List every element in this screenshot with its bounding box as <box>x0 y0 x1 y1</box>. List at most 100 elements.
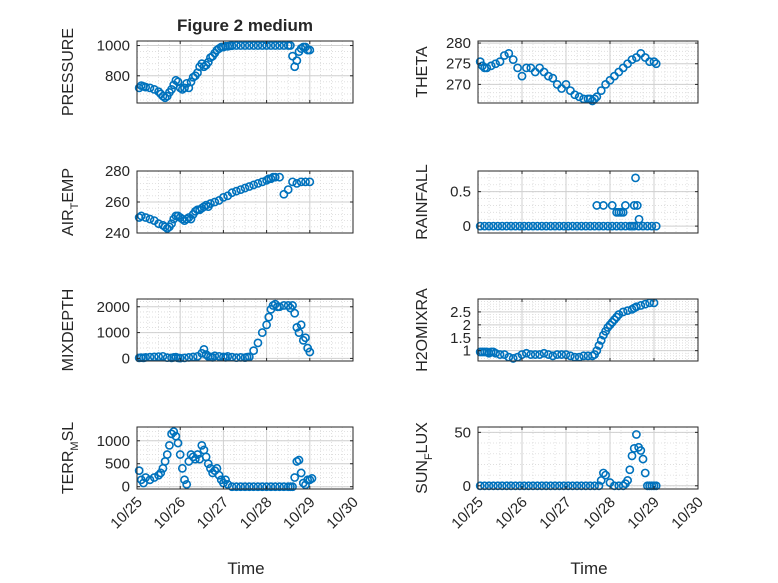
y-axis-label-subscript: F <box>423 453 435 460</box>
data-point <box>193 450 202 459</box>
data-point <box>638 221 648 231</box>
data-point <box>296 468 306 478</box>
data-point <box>528 221 538 231</box>
y-tick-label: 240 <box>105 225 130 242</box>
data-point <box>141 213 151 222</box>
data-point <box>203 57 213 67</box>
data-point <box>557 350 566 359</box>
data-point <box>526 350 536 359</box>
data-point <box>482 63 492 73</box>
data-point <box>167 429 176 439</box>
y-tick-label: 1000 <box>97 325 130 342</box>
data-point <box>515 221 525 231</box>
y-tick-label: 2000 <box>97 299 130 316</box>
data-point <box>301 177 310 187</box>
data-point <box>640 468 650 478</box>
data-point <box>601 470 610 480</box>
data-point <box>292 178 302 188</box>
data-point <box>581 221 591 231</box>
data-point <box>623 476 632 485</box>
data-point <box>285 41 295 50</box>
data-point <box>210 466 220 476</box>
data-point <box>253 178 263 188</box>
data-point <box>506 221 516 231</box>
data-point <box>524 221 533 231</box>
y-tick-label: 0.5 <box>450 184 471 201</box>
axes-box <box>477 426 699 490</box>
data-point <box>288 301 297 310</box>
data-point <box>240 183 250 193</box>
data-point <box>599 468 608 478</box>
data-point <box>288 482 297 492</box>
data-point <box>572 221 582 231</box>
data-point <box>279 189 289 199</box>
data-point <box>488 221 498 231</box>
data-point <box>240 482 250 492</box>
y-axis-label: AIRTEMP <box>60 168 81 236</box>
subplot-4: 0 0.5 RAINFALL <box>414 164 699 240</box>
data-point <box>149 473 159 482</box>
data-point <box>145 83 155 93</box>
data-point <box>270 172 280 182</box>
data-point <box>305 45 315 55</box>
y-axis-label-main: THETA <box>414 46 431 98</box>
data-point <box>164 440 174 450</box>
data-point <box>288 177 297 187</box>
x-axis-label: Time <box>570 559 607 578</box>
y-axis-label: THETA <box>414 46 431 98</box>
subplot-1: 800 1000 PRESSURE Figure 2 medium <box>60 16 354 116</box>
axes-box <box>136 298 354 362</box>
data-point <box>186 214 196 224</box>
data-point <box>290 308 300 318</box>
data-point <box>570 90 580 100</box>
data-point <box>603 221 613 231</box>
data-point <box>134 466 144 476</box>
data-point <box>631 173 640 183</box>
data-point <box>264 312 274 322</box>
data-point <box>535 350 544 359</box>
data-point <box>231 41 241 50</box>
y-tick-label: 1000 <box>97 433 130 450</box>
data-point <box>221 475 230 485</box>
y-axis-label: TERRMSL <box>60 422 81 494</box>
y-axis-label: PRESSURE <box>60 28 77 116</box>
data-point <box>544 350 553 359</box>
data-point <box>634 214 644 224</box>
data-point <box>502 221 511 231</box>
data-point <box>596 86 606 95</box>
data-point <box>231 482 241 492</box>
data-point <box>590 221 599 231</box>
data-point <box>199 344 209 354</box>
data-point <box>236 41 246 50</box>
y-tick-label: 0 <box>463 478 471 495</box>
data-point <box>290 473 300 482</box>
data-point <box>149 352 159 362</box>
data-point <box>236 482 246 492</box>
data-point <box>292 323 302 332</box>
data-point <box>145 475 155 485</box>
data-point <box>592 346 602 356</box>
y-tick-label: 270 <box>446 76 471 93</box>
y-tick-label: 0 <box>463 218 471 235</box>
data-point <box>614 310 624 319</box>
data-point <box>154 352 163 362</box>
data-point <box>275 482 284 492</box>
data-point <box>283 185 293 194</box>
data-point <box>548 73 558 83</box>
y-axis-label-subscript: T <box>69 202 81 209</box>
data-point <box>530 350 540 359</box>
data-point <box>156 468 166 478</box>
y-axis-label-main: AIR <box>60 209 77 236</box>
data-point <box>493 221 503 231</box>
data-point <box>257 328 267 337</box>
data-point <box>203 459 213 469</box>
data-point <box>585 221 595 231</box>
y-axis-label: H2OMIXRA <box>414 288 431 372</box>
data-point <box>632 430 641 439</box>
data-point <box>627 451 637 461</box>
data-point <box>579 351 588 361</box>
data-point <box>249 346 259 356</box>
data-point <box>275 172 284 182</box>
data-point <box>612 221 621 231</box>
